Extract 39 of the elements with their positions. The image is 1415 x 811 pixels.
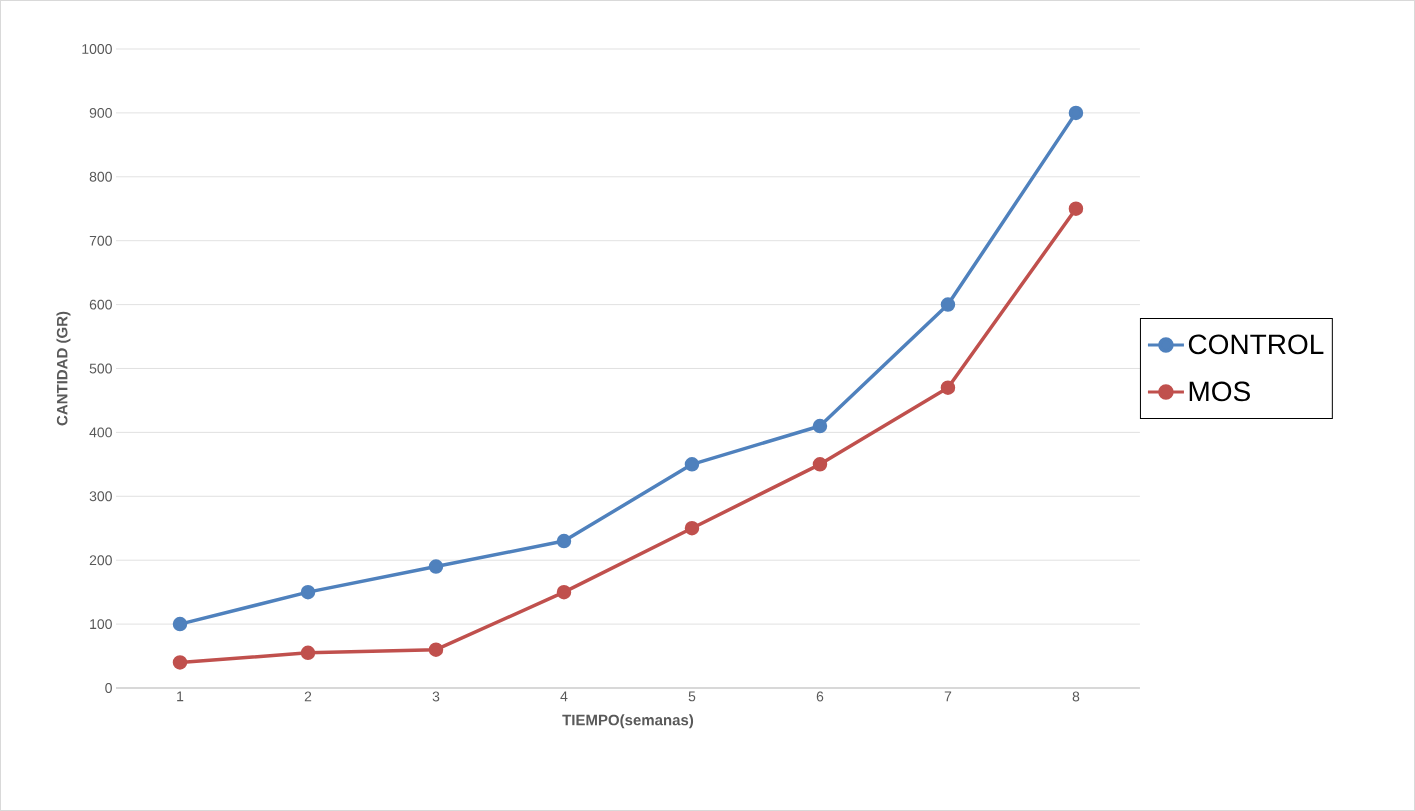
point bbox=[684, 521, 700, 536]
point bbox=[300, 584, 316, 600]
y-axis-title: CANTIDAD (GR) bbox=[56, 311, 71, 426]
x-tick-label: 6 bbox=[816, 691, 824, 702]
y-tick-label: 800 bbox=[89, 171, 112, 182]
x-tick-label: 7 bbox=[944, 691, 952, 702]
point bbox=[684, 457, 700, 472]
x-tick-label: 8 bbox=[1072, 691, 1080, 702]
point bbox=[428, 559, 444, 574]
point bbox=[812, 457, 828, 472]
y-tick-label: 300 bbox=[89, 491, 112, 502]
x-tick-label: 1 bbox=[177, 691, 184, 702]
point bbox=[172, 655, 188, 670]
y-tick-label: 100 bbox=[90, 619, 112, 630]
legend-label: CONTROL bbox=[1188, 334, 1324, 355]
x-tick-label: 3 bbox=[432, 691, 440, 702]
y-tick-label: 900 bbox=[89, 107, 112, 118]
point bbox=[1068, 105, 1084, 121]
y-tick-label: 700 bbox=[89, 235, 112, 246]
point bbox=[556, 533, 572, 549]
point bbox=[300, 645, 316, 661]
point bbox=[812, 418, 828, 434]
point bbox=[556, 584, 572, 600]
point bbox=[940, 380, 956, 395]
point bbox=[428, 642, 444, 657]
point bbox=[940, 297, 956, 312]
point bbox=[1068, 201, 1084, 216]
x-tick-label: 2 bbox=[304, 691, 312, 702]
y-tick-label: 400 bbox=[89, 427, 112, 438]
y-tick-label: 200 bbox=[89, 555, 112, 566]
x-tick-label: 4 bbox=[560, 691, 568, 702]
y-tick-label: 0 bbox=[105, 683, 112, 693]
point bbox=[172, 616, 188, 632]
y-tick-label: 1000 bbox=[82, 44, 112, 54]
y-tick-label: 600 bbox=[89, 299, 112, 310]
x-axis-title: TIEMPO(semanas) bbox=[562, 714, 694, 729]
x-tick-label: 5 bbox=[688, 691, 696, 702]
legend-label: MOS bbox=[1189, 381, 1250, 402]
y-tick-label: 500 bbox=[89, 363, 112, 374]
